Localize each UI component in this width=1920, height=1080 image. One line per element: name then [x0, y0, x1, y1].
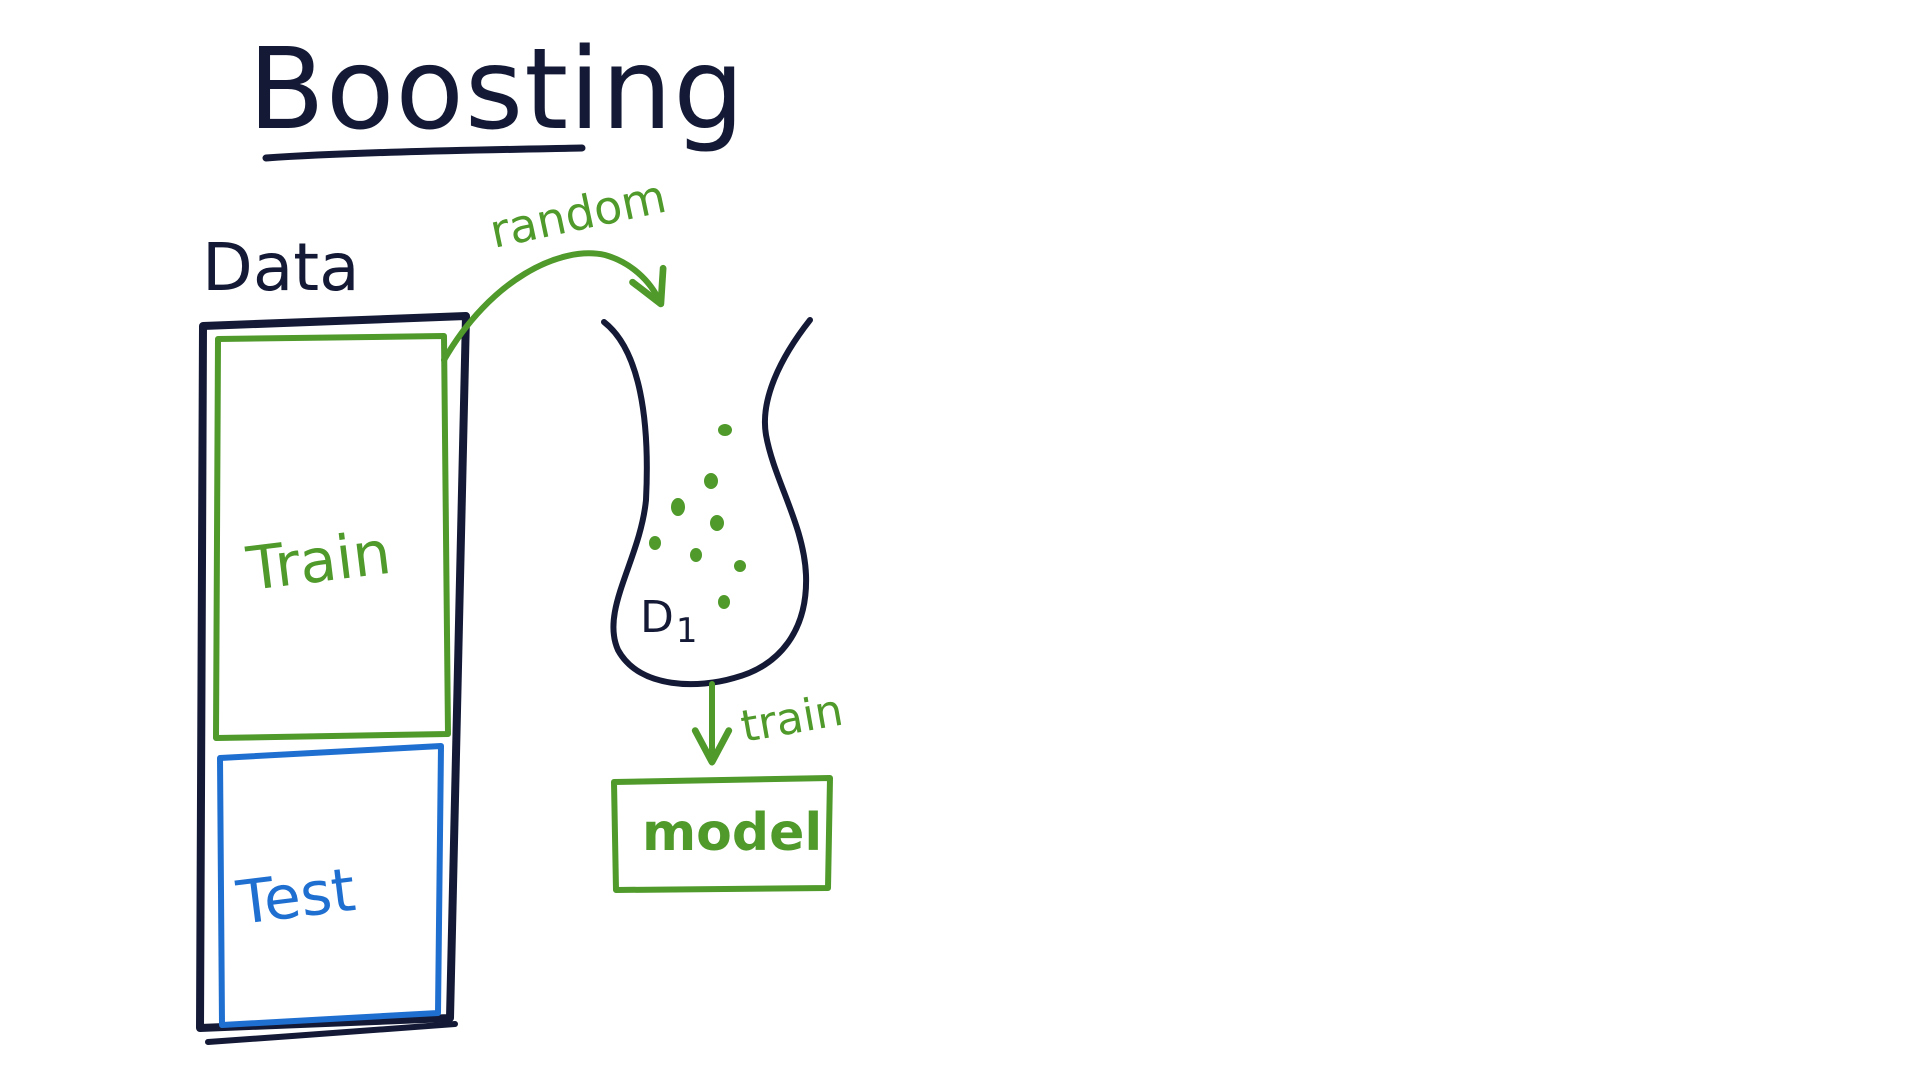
- sample-dot: [718, 424, 732, 436]
- test-label: Test: [232, 855, 359, 939]
- data-box-bottom-stroke: [205, 1021, 458, 1045]
- random-arrow: [441, 250, 667, 363]
- sample-dot: [734, 560, 746, 572]
- distribution-subscript: 1: [676, 611, 698, 651]
- diagram-title: Boosting: [248, 25, 745, 155]
- distribution-bag: [601, 317, 813, 688]
- random-label: random: [485, 169, 671, 259]
- data-label: Data: [202, 229, 360, 306]
- sample-dot: [690, 548, 702, 562]
- model-box: [611, 775, 833, 893]
- sample-dot: [649, 536, 661, 550]
- data-box: [196, 312, 470, 1032]
- train-box: [213, 333, 451, 741]
- sample-dot: [718, 595, 730, 609]
- distribution-letter: D: [640, 592, 674, 643]
- sample-dots: [649, 424, 746, 609]
- test-box: [217, 743, 444, 1028]
- train-arrow-label: train: [737, 685, 847, 753]
- sample-dot: [704, 473, 718, 489]
- sample-dot: [671, 498, 685, 516]
- sample-dot: [710, 515, 724, 531]
- model-label: model: [642, 803, 822, 863]
- distribution-label: D1: [640, 592, 698, 651]
- train-label: Train: [242, 518, 394, 605]
- title-underline: [262, 144, 586, 162]
